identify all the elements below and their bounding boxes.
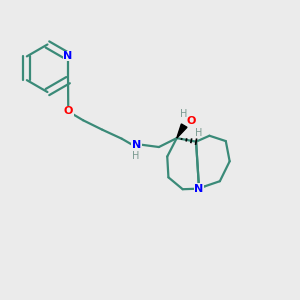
- Polygon shape: [177, 124, 187, 138]
- Text: N: N: [132, 140, 141, 150]
- Text: O: O: [187, 116, 196, 126]
- Text: H: H: [132, 151, 140, 161]
- Text: H: H: [195, 128, 203, 138]
- Text: N: N: [63, 51, 73, 62]
- Text: O: O: [64, 106, 73, 116]
- Text: N: N: [194, 184, 204, 194]
- Text: H: H: [181, 109, 188, 119]
